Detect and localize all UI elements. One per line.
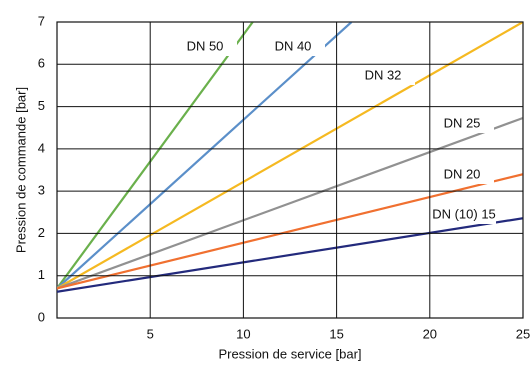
label-bg [432,166,494,184]
y-tick-label: 4 [38,140,45,155]
series-label: DN 32 [365,67,402,82]
label-bg [263,38,325,56]
series-line [57,22,523,290]
y-tick-label: 3 [38,183,45,198]
label-bg [175,38,237,56]
y-tick-label: 0 [38,309,45,324]
series-line [57,22,353,290]
series-label: DN 40 [275,38,312,53]
y-tick-label: 2 [38,225,45,240]
label-bg [434,206,496,224]
x-tick-label: 5 [147,326,154,341]
lines [57,22,523,293]
series-label: DN (10) 15 [432,206,496,221]
label-bg [353,67,415,85]
y-tick-label: 1 [38,267,45,282]
series-label: DN 25 [444,115,481,130]
x-tick-label: 20 [423,326,437,341]
series-label: DN 50 [187,38,224,53]
series-line [57,173,523,290]
x-tick-label: 10 [236,326,250,341]
x-axis-title: Pression de service [bar] [218,346,361,361]
x-tick-label: 15 [329,326,343,341]
label-bg [432,115,494,133]
y-tick-label: 6 [38,56,45,71]
y-tick-label: 7 [38,13,45,28]
series-line [57,22,254,290]
series-line [57,217,523,293]
y-axis-title: Pression de commande [bar] [13,87,28,253]
x-tick-label: 25 [516,326,530,341]
series-line [57,116,523,290]
y-tick-label: 5 [38,98,45,113]
series-label: DN 20 [444,166,481,181]
